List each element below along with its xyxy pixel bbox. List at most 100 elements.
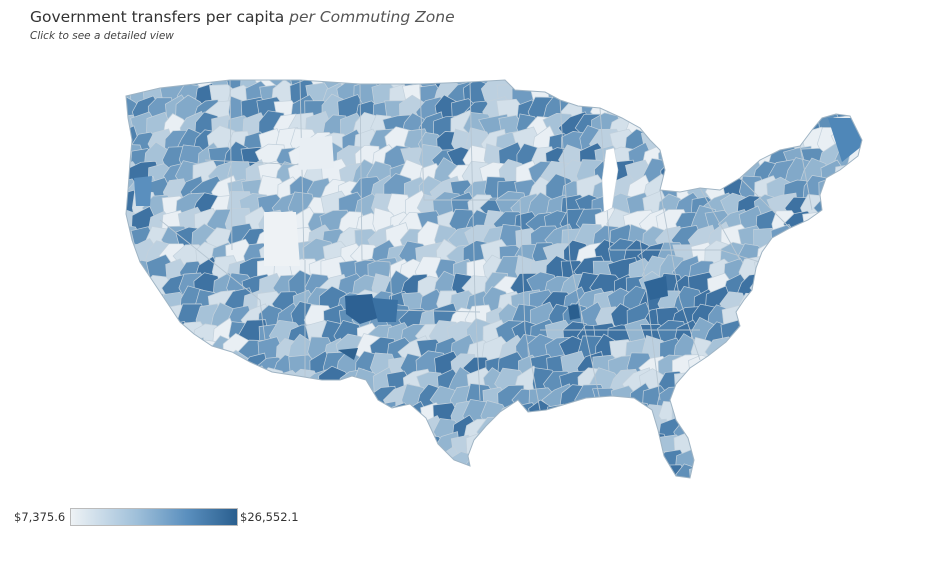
commuting-zone[interactable] — [273, 385, 303, 417]
commuting-zone[interactable] — [723, 419, 756, 445]
commuting-zone[interactable] — [768, 98, 796, 124]
commuting-zone[interactable] — [755, 67, 780, 95]
commuting-zone[interactable] — [801, 306, 833, 332]
commuting-zone[interactable] — [98, 194, 125, 220]
commuting-zone[interactable] — [626, 413, 658, 452]
commuting-zone[interactable] — [93, 256, 127, 286]
commuting-zone[interactable] — [191, 431, 222, 464]
commuting-zone[interactable] — [607, 467, 642, 497]
commuting-zone[interactable] — [783, 434, 817, 462]
commuting-zone[interactable] — [98, 80, 128, 111]
commuting-zone[interactable] — [866, 178, 893, 205]
commuting-zone[interactable] — [544, 403, 580, 430]
commuting-zone[interactable] — [240, 430, 273, 463]
commuting-zone[interactable] — [867, 223, 895, 254]
commuting-zone[interactable] — [802, 353, 831, 387]
commuting-zone[interactable] — [788, 226, 814, 255]
commuting-zone[interactable] — [162, 388, 192, 418]
commuting-zone[interactable] — [466, 452, 497, 480]
commuting-zone[interactable] — [193, 479, 221, 508]
commuting-zone[interactable] — [435, 465, 463, 493]
commuting-zone[interactable] — [784, 66, 812, 97]
commuting-zone[interactable] — [132, 320, 160, 350]
commuting-zone[interactable] — [605, 432, 643, 464]
commuting-zone[interactable] — [112, 67, 143, 96]
commuting-zone[interactable] — [867, 272, 894, 300]
commuting-zone[interactable] — [828, 225, 865, 255]
commuting-zone[interactable] — [515, 451, 548, 479]
commuting-zone[interactable] — [98, 301, 131, 336]
commuting-zone[interactable] — [143, 434, 173, 465]
commuting-zone[interactable] — [113, 350, 141, 385]
commuting-zone[interactable] — [801, 398, 835, 428]
commuting-zone[interactable] — [240, 449, 272, 478]
commuting-zone[interactable] — [369, 463, 397, 498]
commuting-zone[interactable] — [95, 357, 123, 381]
commuting-zone[interactable] — [624, 401, 653, 432]
commuting-zone[interactable] — [387, 461, 417, 498]
commuting-zone[interactable] — [149, 445, 173, 481]
commuting-zone[interactable] — [129, 430, 157, 462]
commuting-zone[interactable] — [162, 413, 195, 447]
commuting-zone[interactable] — [751, 320, 784, 351]
commuting-zone[interactable] — [833, 272, 862, 304]
commuting-zone[interactable] — [400, 467, 435, 491]
commuting-zone[interactable] — [241, 388, 271, 413]
commuting-zone[interactable] — [498, 446, 531, 482]
commuting-zone[interactable] — [864, 129, 896, 156]
commuting-zone[interactable] — [734, 384, 769, 414]
commuting-zone[interactable] — [530, 468, 561, 494]
commuting-zone[interactable] — [769, 371, 801, 399]
commuting-zone[interactable] — [849, 318, 883, 349]
commuting-zone[interactable] — [868, 468, 896, 492]
commuting-zone[interactable] — [205, 450, 241, 480]
commuting-zone[interactable] — [401, 434, 434, 462]
commuting-zone[interactable] — [414, 466, 452, 499]
commuting-zone[interactable] — [806, 243, 832, 272]
commuting-zone[interactable] — [849, 257, 882, 288]
commuting-zone[interactable] — [669, 144, 704, 177]
commuting-zone[interactable] — [286, 448, 316, 479]
commuting-zone[interactable] — [112, 255, 141, 289]
commuting-zone[interactable] — [368, 415, 400, 445]
commuting-zone[interactable] — [848, 193, 882, 225]
commuting-zone[interactable] — [738, 303, 770, 338]
commuting-zone[interactable] — [847, 450, 883, 479]
commuting-zone[interactable] — [847, 400, 879, 433]
commuting-zone[interactable] — [848, 416, 876, 451]
commuting-zone[interactable] — [655, 80, 684, 112]
commuting-zone[interactable] — [851, 336, 879, 370]
commuting-zone[interactable] — [816, 304, 852, 338]
commuting-zone[interactable] — [532, 481, 560, 507]
commuting-zone[interactable] — [210, 387, 237, 417]
commuting-zone[interactable] — [781, 367, 818, 397]
commuting-zone[interactable] — [609, 80, 637, 111]
commuting-zone[interactable] — [514, 417, 546, 447]
commuting-zone[interactable] — [675, 383, 707, 414]
commuting-zone[interactable] — [126, 453, 163, 479]
commuting-zone[interactable] — [591, 418, 622, 452]
commuting-zone[interactable] — [739, 128, 770, 157]
commuting-zone[interactable] — [353, 448, 386, 481]
commuting-zone[interactable] — [754, 403, 781, 434]
commuting-zone[interactable] — [157, 434, 194, 465]
commuting-zone[interactable] — [558, 432, 589, 462]
commuting-zone[interactable] — [831, 354, 866, 382]
commuting-zone[interactable] — [579, 448, 606, 480]
commuting-zone[interactable] — [318, 400, 351, 432]
commuting-zone[interactable] — [115, 399, 143, 432]
commuting-zone[interactable] — [867, 164, 891, 190]
commuting-zone[interactable] — [723, 465, 756, 495]
commuting-zone[interactable] — [660, 481, 685, 511]
commuting-zone[interactable] — [496, 432, 531, 463]
commuting-zone[interactable] — [734, 83, 770, 112]
commuting-zone[interactable] — [368, 482, 400, 510]
commuting-zone[interactable] — [865, 367, 895, 397]
commuting-zone[interactable] — [787, 236, 812, 273]
commuting-zone[interactable] — [349, 399, 386, 429]
commuting-zone[interactable] — [852, 301, 882, 339]
commuting-zone[interactable] — [829, 415, 865, 446]
commuting-zone[interactable] — [687, 66, 720, 95]
commuting-zone[interactable] — [691, 111, 720, 144]
commuting-zone[interactable] — [817, 322, 850, 354]
